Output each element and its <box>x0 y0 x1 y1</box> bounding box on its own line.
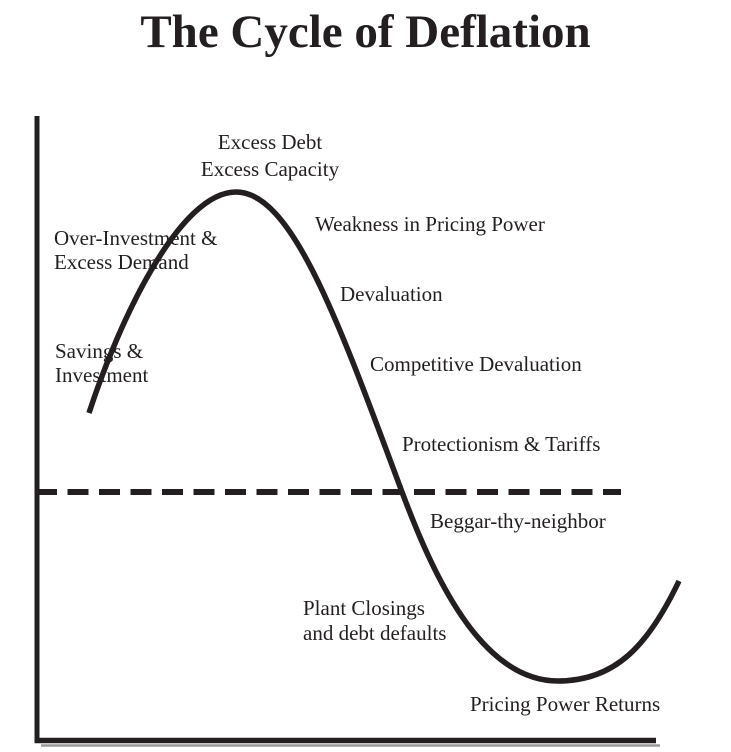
label-line: Protectionism & Tariffs <box>402 432 601 456</box>
label-line: Savings & <box>55 339 144 363</box>
page-title: The Cycle of Deflation <box>140 6 591 58</box>
label-line: Devaluation <box>340 282 443 306</box>
label-beggar-thy-neighbor: Beggar-thy-neighbor <box>430 509 606 533</box>
label-weakness-pricing-power: Weakness in Pricing Power <box>315 212 545 236</box>
label-devaluation: Devaluation <box>340 282 443 306</box>
label-line: Excess Capacity <box>200 157 340 181</box>
label-line: and debt defaults <box>303 621 447 645</box>
label-line: Excess Demand <box>54 250 189 274</box>
label-over-investment: Over-Investment & Excess Demand <box>54 226 217 274</box>
label-line: Investment <box>55 363 149 387</box>
label-line: Over-Investment & <box>54 226 218 250</box>
label-protectionism-tariffs: Protectionism & Tariffs <box>402 432 600 456</box>
label-line: Excess Debt <box>217 130 323 154</box>
label-line: Competitive Devaluation <box>370 352 582 376</box>
label-excess-debt: Excess Debt Excess Capacity <box>150 129 390 183</box>
label-line: Beggar-thy-neighbor <box>430 509 606 533</box>
label-line: Pricing Power Returns <box>470 692 661 716</box>
label-competitive-devaluation: Competitive Devaluation <box>370 352 582 376</box>
label-pricing-power-returns: Pricing Power Returns <box>470 692 660 716</box>
label-line: Plant Closings <box>303 596 425 620</box>
label-line: Weakness in Pricing Power <box>315 212 545 236</box>
label-savings-investment: Savings & Investment <box>55 339 148 387</box>
label-plant-closings: Plant Closings and debt defaults <box>303 596 446 646</box>
